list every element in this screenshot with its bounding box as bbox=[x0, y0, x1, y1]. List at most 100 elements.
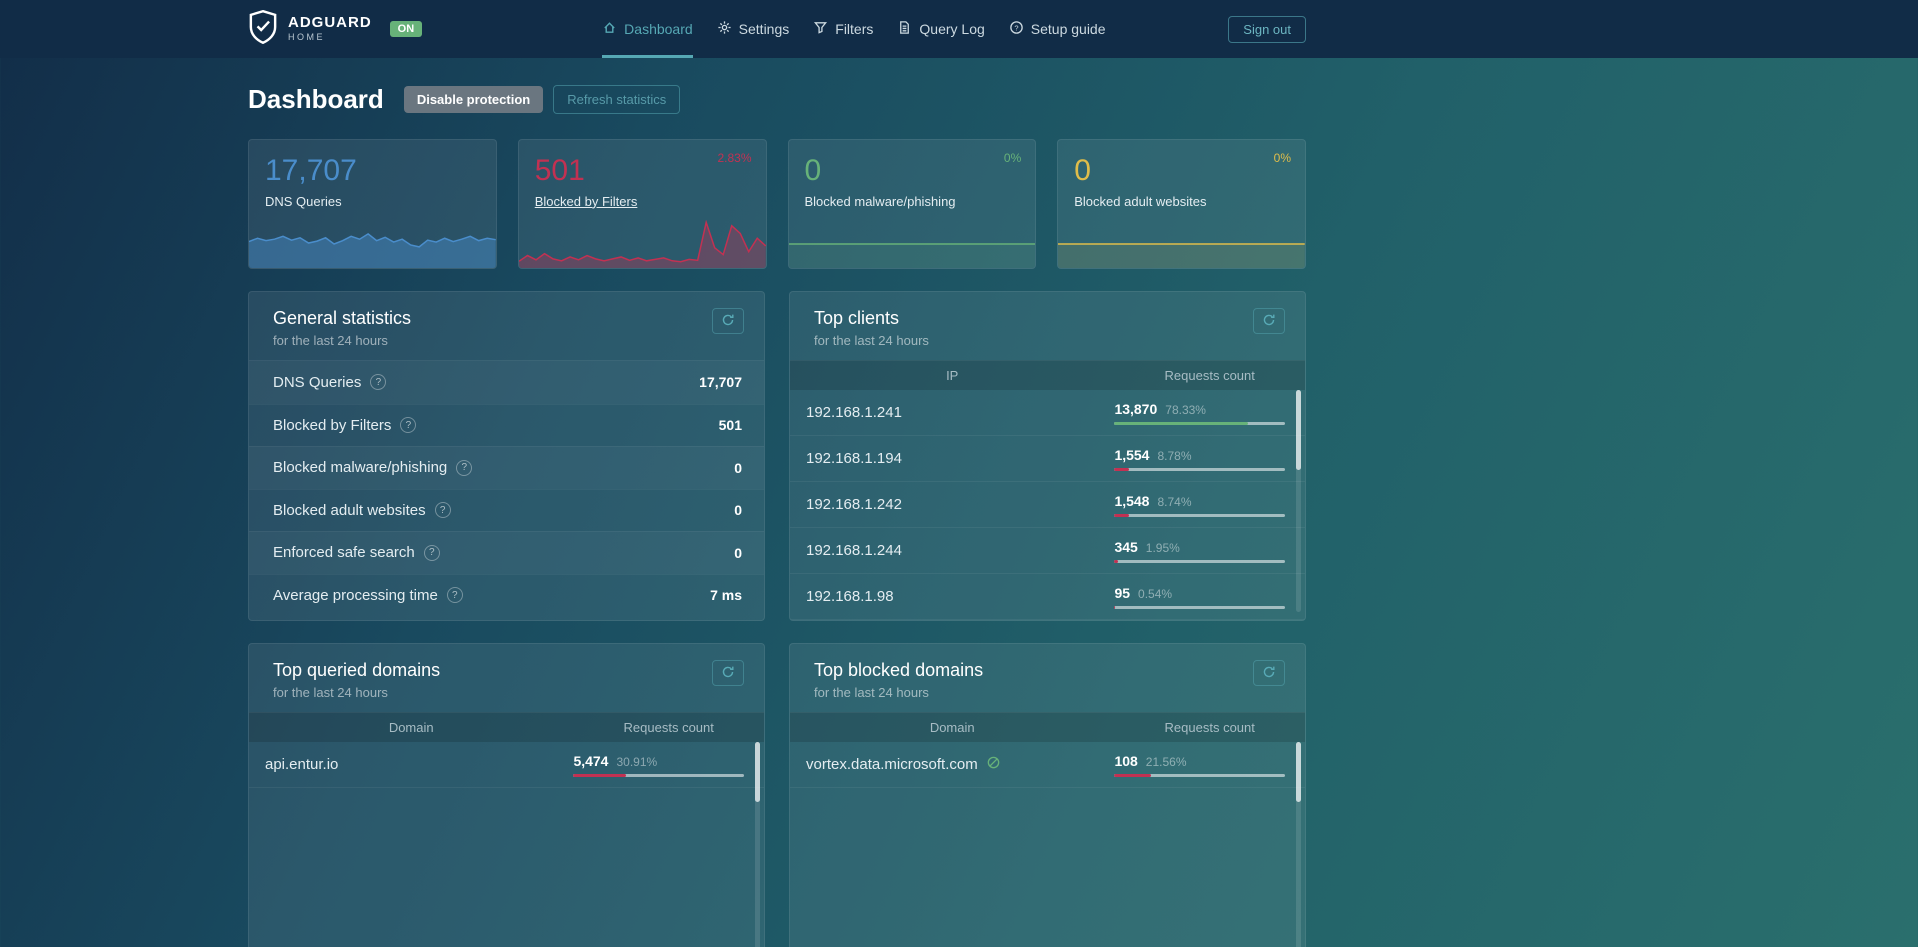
card-subtitle: for the last 24 hours bbox=[273, 685, 388, 700]
refresh-icon bbox=[1262, 665, 1276, 682]
blocked-malware-sparkline bbox=[788, 220, 1036, 268]
adguard-home-logo[interactable]: ADGUARD HOME ON bbox=[248, 0, 423, 58]
refresh-icon bbox=[721, 313, 735, 330]
blocked-adult-label: Blocked adult websites bbox=[1074, 193, 1207, 209]
brand-name: ADGUARD bbox=[288, 14, 372, 32]
app-header: ADGUARD HOME ON Dashboard bbox=[0, 0, 1918, 58]
sign-out-button[interactable]: Sign out bbox=[1228, 15, 1306, 43]
stat-card-blocked-adult: 0% 0 Blocked adult websites bbox=[1057, 139, 1306, 269]
top-blocked-table-header: Domain Requests count bbox=[790, 712, 1305, 742]
question-circle-icon: ? bbox=[1009, 20, 1024, 38]
card-subtitle: for the last 24 hours bbox=[273, 333, 388, 348]
shield-logo-icon bbox=[248, 9, 278, 49]
stats-row-blocked-adult: Blocked adult websites? 0 bbox=[249, 488, 764, 532]
client-row: 192.168.1.242 1,548 8.74% bbox=[790, 482, 1305, 528]
general-statistics-card: General statistics for the last 24 hours… bbox=[248, 291, 765, 621]
blocked-by-filters-value: 501 bbox=[534, 154, 585, 187]
refresh-general-statistics-button[interactable] bbox=[712, 308, 744, 334]
top-queried-domains-card: Top queried domains for the last 24 hour… bbox=[248, 643, 765, 947]
stats-row-processing-time: Average processing time? 7 ms bbox=[249, 573, 764, 617]
queried-domain[interactable]: api.entur.io bbox=[265, 756, 339, 773]
main-nav: Dashboard Settings Filters bbox=[602, 0, 1106, 58]
client-ip[interactable]: 192.168.1.194 bbox=[806, 450, 902, 467]
requests-bar bbox=[1114, 421, 1285, 425]
dashboard-page: Dashboard Disable protection Refresh sta… bbox=[248, 84, 1306, 947]
requests-bar bbox=[1114, 467, 1285, 471]
top-clients-card: Top clients for the last 24 hours IP Req… bbox=[789, 291, 1306, 621]
card-title: Top clients bbox=[814, 308, 900, 328]
protection-status-badge: ON bbox=[389, 21, 423, 37]
card-subtitle: for the last 24 hours bbox=[814, 685, 929, 700]
client-row: 192.168.1.194 1,554 8.78% bbox=[790, 436, 1305, 482]
nav-query-log[interactable]: Query Log bbox=[897, 0, 985, 58]
scrollbar-thumb[interactable] bbox=[1296, 390, 1301, 470]
top-clients-table-header: IP Requests count bbox=[790, 360, 1305, 390]
scrollbar-thumb[interactable] bbox=[755, 742, 760, 802]
dns-queries-value: 17,707 bbox=[265, 154, 357, 187]
stats-row-blocked-filters: Blocked by Filters? 501 bbox=[249, 403, 764, 447]
client-ip[interactable]: 192.168.1.242 bbox=[806, 496, 902, 513]
help-icon[interactable]: ? bbox=[400, 417, 417, 434]
stat-card-blocked-by-filters: 2.83% 501 Blocked by Filters bbox=[517, 139, 767, 269]
requests-bar bbox=[1114, 513, 1285, 517]
blocked-adult-value: 0 bbox=[1074, 154, 1091, 187]
client-ip[interactable]: 192.168.1.241 bbox=[806, 404, 902, 421]
help-icon[interactable]: ? bbox=[423, 544, 440, 561]
domain-row: api.entur.io 5,474 30.91% bbox=[249, 742, 764, 788]
top-queried-table-header: Domain Requests count bbox=[249, 712, 764, 742]
domain-row: vortex.data.microsoft.com 108 21.56% bbox=[790, 742, 1305, 788]
nav-setup-guide[interactable]: ? Setup guide bbox=[1009, 0, 1106, 58]
refresh-top-clients-button[interactable] bbox=[1253, 308, 1285, 334]
client-row: 192.168.1.241 13,870 78.33% bbox=[790, 390, 1305, 436]
disable-protection-button[interactable]: Disable protection bbox=[403, 86, 544, 113]
funnel-icon bbox=[813, 20, 828, 38]
help-icon[interactable]: ? bbox=[434, 502, 451, 519]
help-icon[interactable]: ? bbox=[456, 459, 473, 476]
nav-settings[interactable]: Settings bbox=[717, 0, 789, 58]
blocked-by-filters-link[interactable]: Blocked by Filters bbox=[534, 193, 638, 209]
stats-row-blocked-malware: Blocked malware/phishing? 0 bbox=[249, 446, 764, 489]
tracker-icon bbox=[986, 755, 1001, 774]
nav-filters[interactable]: Filters bbox=[813, 0, 873, 58]
gear-icon bbox=[717, 20, 732, 38]
scrollbar[interactable] bbox=[755, 742, 760, 947]
refresh-icon bbox=[721, 665, 735, 682]
scrollbar[interactable] bbox=[1296, 742, 1301, 947]
refresh-top-queried-button[interactable] bbox=[712, 660, 744, 686]
brand-sub: HOME bbox=[288, 32, 325, 43]
scrollbar-thumb[interactable] bbox=[1296, 742, 1301, 802]
blocked-percent-badge: 2.83% bbox=[717, 151, 752, 165]
help-icon[interactable]: ? bbox=[446, 587, 463, 604]
requests-bar bbox=[1114, 773, 1285, 777]
card-subtitle: for the last 24 hours bbox=[814, 333, 929, 348]
document-icon bbox=[897, 20, 912, 38]
top-blocked-domains-card: Top blocked domains for the last 24 hour… bbox=[789, 643, 1306, 947]
adult-percent-badge: 0% bbox=[1273, 151, 1291, 165]
client-row: 192.168.1.98 95 0.54% bbox=[790, 574, 1305, 620]
card-title: Top queried domains bbox=[273, 660, 441, 680]
requests-bar bbox=[1114, 559, 1285, 563]
help-icon[interactable]: ? bbox=[370, 374, 387, 391]
stats-row-dns-queries: DNS Queries? 17,707 bbox=[249, 361, 764, 404]
stat-card-dns-queries: 17,707 DNS Queries bbox=[248, 139, 497, 269]
blocked-malware-label: Blocked malware/phishing bbox=[804, 193, 956, 209]
refresh-icon bbox=[1262, 313, 1276, 330]
malware-percent-badge: 0% bbox=[1003, 151, 1022, 165]
card-title: General statistics bbox=[273, 308, 412, 328]
blocked-by-filters-sparkline bbox=[518, 220, 766, 268]
scrollbar[interactable] bbox=[1296, 390, 1301, 612]
client-ip[interactable]: 192.168.1.244 bbox=[806, 542, 902, 559]
nav-dashboard[interactable]: Dashboard bbox=[602, 0, 693, 58]
home-icon bbox=[602, 20, 617, 38]
dns-queries-label: DNS Queries bbox=[265, 193, 342, 209]
dns-queries-sparkline bbox=[249, 220, 496, 268]
client-ip[interactable]: 192.168.1.98 bbox=[806, 588, 894, 605]
blocked-domain[interactable]: vortex.data.microsoft.com bbox=[806, 756, 978, 773]
refresh-statistics-button[interactable]: Refresh statistics bbox=[553, 85, 681, 114]
refresh-top-blocked-button[interactable] bbox=[1253, 660, 1285, 686]
card-title: Top blocked domains bbox=[814, 660, 984, 680]
stats-row-safe-search: Enforced safe search? 0 bbox=[249, 531, 764, 574]
client-row: 192.168.1.244 345 1.95% bbox=[790, 528, 1305, 574]
blocked-adult-sparkline bbox=[1058, 220, 1305, 268]
requests-bar bbox=[573, 773, 744, 777]
